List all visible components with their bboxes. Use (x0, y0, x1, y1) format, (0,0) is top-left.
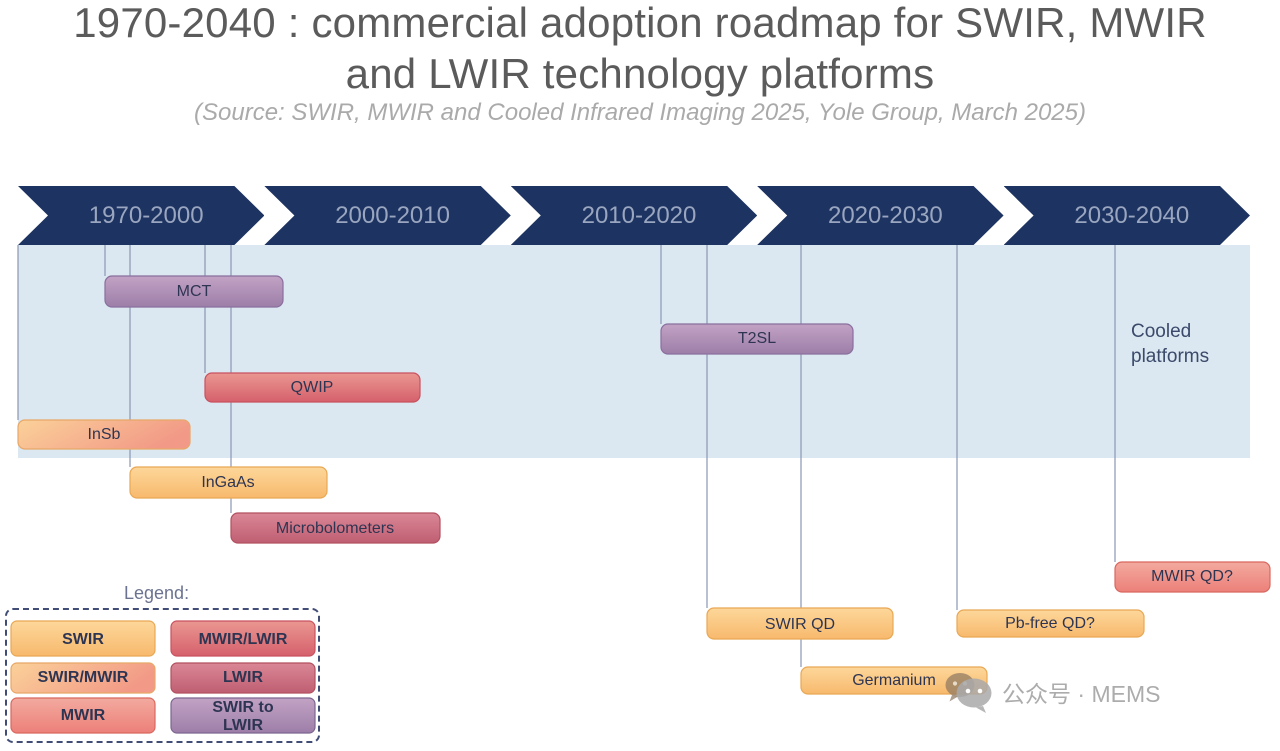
svg-text:MWIR QD?: MWIR QD? (1151, 568, 1233, 585)
svg-text:Microbolometers: Microbolometers (276, 520, 394, 537)
svg-text:Germanium: Germanium (852, 672, 936, 689)
svg-text:InSb: InSb (88, 426, 121, 443)
svg-text:T2SL: T2SL (738, 330, 776, 347)
svg-text:公众号 · MEMS: 公众号 · MEMS (1002, 681, 1160, 707)
svg-text:SWIR QD: SWIR QD (765, 616, 835, 633)
svg-text:InGaAs: InGaAs (201, 474, 254, 491)
svg-text:MCT: MCT (177, 283, 212, 300)
svg-text:Pb-free QD?: Pb-free QD? (1005, 615, 1095, 632)
svg-text:QWIP: QWIP (291, 379, 334, 396)
